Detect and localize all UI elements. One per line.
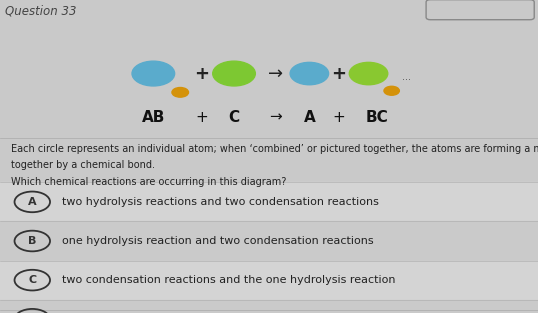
Circle shape — [213, 61, 256, 86]
Text: B: B — [28, 236, 37, 246]
Text: 2 Points: 2 Points — [460, 5, 501, 15]
Text: A: A — [303, 110, 315, 125]
Text: +: + — [195, 110, 208, 125]
Text: AB: AB — [141, 110, 165, 125]
Text: Each circle represents an individual atom; when ‘combined’ or pictured together,: Each circle represents an individual ato… — [11, 144, 538, 154]
FancyBboxPatch shape — [426, 0, 534, 20]
Bar — [0, 300, 538, 313]
Text: C: C — [28, 275, 37, 285]
Circle shape — [349, 62, 388, 85]
Text: one hydrolysis reaction and two condensation reactions: one hydrolysis reaction and two condensa… — [62, 236, 373, 246]
Text: +: + — [194, 64, 209, 83]
Circle shape — [290, 62, 329, 85]
Circle shape — [384, 86, 399, 95]
Text: two hydrolysis reactions and two condensation reactions: two hydrolysis reactions and two condens… — [62, 197, 379, 207]
Text: →: → — [268, 64, 283, 83]
Circle shape — [132, 61, 175, 86]
Text: BC: BC — [365, 110, 388, 125]
Bar — [0, 222, 538, 260]
Text: together by a chemical bond.: together by a chemical bond. — [11, 160, 155, 170]
Text: two condensation reactions and the one hydrolysis reaction: two condensation reactions and the one h… — [62, 275, 395, 285]
Bar — [0, 182, 538, 222]
Text: +: + — [332, 110, 345, 125]
Text: +: + — [331, 64, 346, 83]
Text: Which chemical reactions are occurring in this diagram?: Which chemical reactions are occurring i… — [11, 177, 286, 187]
Text: ···: ··· — [402, 75, 412, 85]
Text: A: A — [28, 197, 37, 207]
Bar — [0, 260, 538, 300]
Circle shape — [172, 88, 188, 97]
Text: C: C — [229, 110, 239, 125]
Text: →: → — [269, 110, 282, 125]
Text: Question 33: Question 33 — [5, 5, 77, 18]
